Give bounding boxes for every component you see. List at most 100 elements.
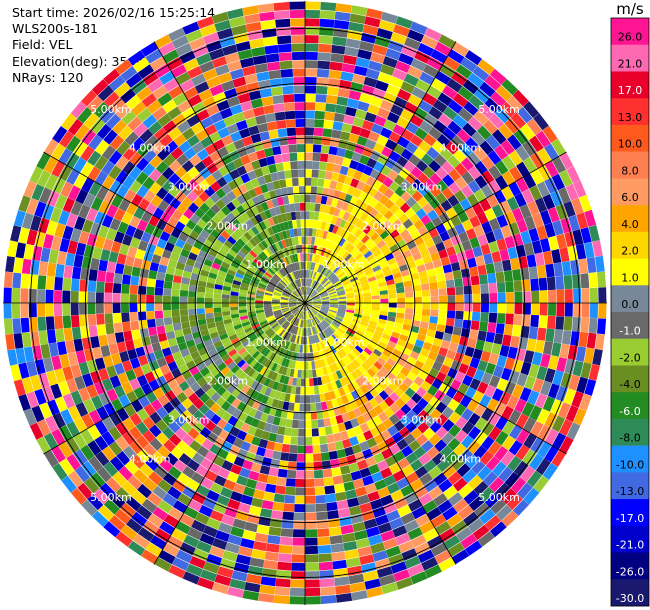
range-gate [238, 546, 253, 557]
range-gate [341, 412, 350, 423]
range-gate [365, 456, 377, 467]
range-gate [364, 112, 377, 123]
range-gate [240, 234, 249, 244]
range-gate [258, 282, 267, 288]
range-gate [82, 373, 94, 387]
range-gate [286, 410, 294, 420]
range-gate [542, 462, 558, 480]
range-gate [510, 477, 527, 494]
range-gate [218, 72, 233, 84]
range-gate [59, 353, 70, 368]
ring-label: 5.00km [478, 103, 520, 116]
range-gate [169, 197, 182, 210]
range-gate [265, 483, 277, 494]
range-gate [305, 311, 307, 320]
range-gate [171, 385, 183, 397]
range-gate [190, 213, 201, 225]
range-gate [369, 398, 379, 409]
range-gate [133, 257, 143, 269]
range-gate [342, 334, 351, 342]
range-gate [346, 392, 355, 403]
range-gate [359, 374, 368, 384]
range-gate [326, 338, 333, 347]
azimuth-line [304, 302, 567, 455]
range-gate [222, 314, 232, 321]
range-gate [293, 326, 298, 335]
range-gate [90, 472, 106, 488]
range-gate [299, 310, 303, 319]
range-gate [290, 282, 296, 290]
range-gate [441, 187, 454, 200]
range-gate [551, 138, 566, 156]
range-gate [268, 69, 282, 80]
range-gate [210, 181, 222, 193]
range-gate [352, 73, 366, 85]
range-gate [534, 252, 545, 267]
range-gate [530, 437, 545, 454]
range-gate [349, 276, 359, 283]
range-gate [217, 448, 229, 460]
range-gate [322, 468, 333, 478]
range-gate [393, 420, 405, 432]
range-gate [469, 266, 479, 277]
range-gate [214, 475, 227, 487]
range-gate [580, 273, 590, 289]
range-gate [428, 106, 443, 120]
range-gate [422, 391, 434, 403]
range-gate [157, 479, 172, 493]
range-gate [293, 369, 298, 378]
range-gate [185, 219, 197, 230]
range-gate [273, 1, 290, 12]
range-gate [383, 270, 393, 277]
range-gate [305, 60, 318, 69]
range-gate [430, 542, 448, 557]
range-gate [544, 177, 558, 194]
range-gate [227, 96, 240, 108]
range-gate [290, 306, 298, 311]
range-gate [565, 405, 579, 422]
range-gate [499, 344, 510, 357]
range-gate [305, 261, 308, 270]
range-gate [176, 391, 188, 403]
range-gate [26, 360, 38, 377]
range-gate [406, 409, 418, 421]
range-gate [326, 400, 334, 410]
range-gate [180, 283, 189, 291]
range-gate [317, 237, 323, 247]
range-gate [250, 178, 260, 188]
range-gate [253, 106, 265, 117]
range-gate [524, 375, 536, 390]
range-gate [403, 280, 413, 288]
range-gate [458, 483, 474, 499]
range-gate [373, 236, 383, 245]
range-gate [557, 187, 571, 204]
range-gate [264, 448, 274, 459]
range-gate [302, 278, 305, 287]
colorbar-tick-label: -13.0 [616, 485, 644, 498]
range-gate [284, 238, 290, 248]
range-gate [348, 90, 362, 101]
range-gate [434, 389, 446, 402]
range-gate [340, 336, 349, 345]
range-gate [510, 112, 527, 129]
range-gate [580, 362, 592, 379]
range-gate [239, 467, 251, 478]
range-gate [255, 383, 264, 393]
range-gate [311, 307, 319, 314]
range-gate [336, 96, 349, 106]
range-gate [423, 64, 439, 78]
range-gate [280, 297, 289, 301]
range-gate [290, 436, 298, 445]
range-gate [281, 443, 291, 453]
range-gate [376, 357, 386, 366]
range-gate [411, 320, 421, 328]
range-gate [376, 28, 393, 40]
range-gate [259, 280, 268, 286]
range-gate [329, 416, 338, 426]
range-gate [211, 243, 221, 253]
range-gate [412, 314, 422, 322]
range-gate [130, 357, 141, 369]
range-gate [45, 276, 55, 290]
range-gate [105, 113, 121, 129]
range-gate [180, 348, 190, 358]
